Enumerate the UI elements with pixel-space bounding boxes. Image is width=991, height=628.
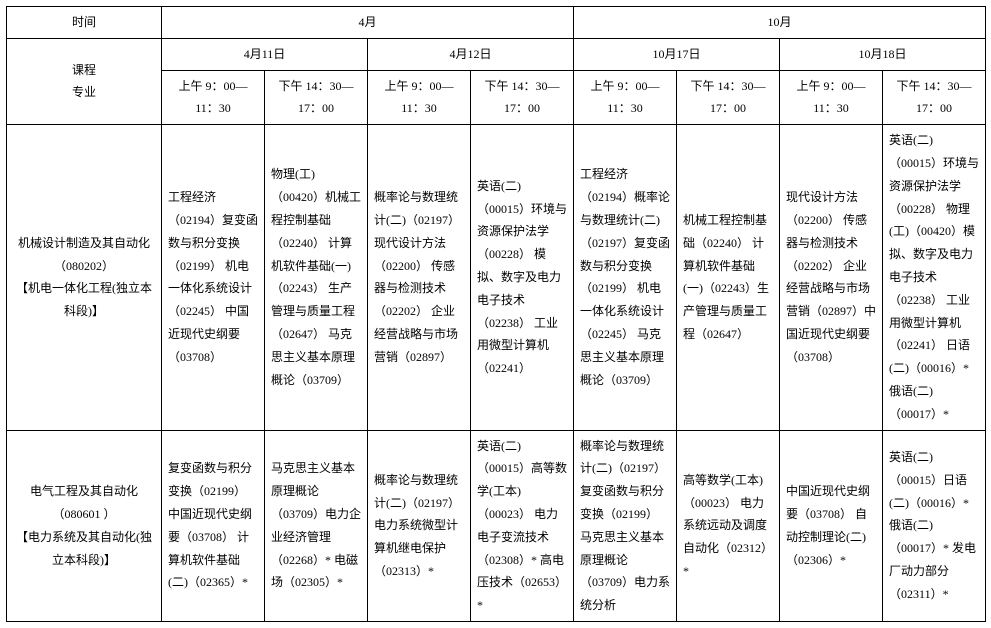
header-apr12: 4月12日 [368, 38, 574, 70]
header-oct17-am: 上午 9：00—11：30 [574, 70, 677, 125]
cell: 英语(二)（00015）日语(二)（00016）* 俄语(二)（00017）* … [883, 430, 986, 621]
row-label: 机械设计制造及其自动化（080202） 【机电一体化工程(独立本科段)】 [7, 125, 162, 430]
cell: 中国近现代史纲要（03708） 自动控制理论(二)（02306）* [780, 430, 883, 621]
header-apr11-pm: 下午 14：30—17：00 [265, 70, 368, 125]
header-course-major: 课程 专业 [7, 38, 162, 124]
header-oct17: 10月17日 [574, 38, 780, 70]
cell: 马克思主义基本原理概论（03709）电力企业经济管理（02268）* 电磁场（0… [265, 430, 368, 621]
header-oct18-am: 上午 9：00—11：30 [780, 70, 883, 125]
cell: 工程经济（02194）复变函数与积分变换（02199） 机电一体化系统设计（02… [162, 125, 265, 430]
row-label: 电气工程及其自动化（080601 ） 【电力系统及其自动化(独立本科段)】 [7, 430, 162, 621]
cell: 概率论与数理统计(二)（02197） 现代设计方法（02200） 传感器与检测技… [368, 125, 471, 430]
header-month-april: 4月 [162, 7, 574, 39]
cell: 英语(二)（00015）环境与资源保护法学（00228） 模拟、数字及电力电子技… [471, 125, 574, 430]
cell: 复变函数与积分变换（02199） 中国近现代史纲要（03708） 计算机软件基础… [162, 430, 265, 621]
cell: 物理(工)（00420）机械工程控制基础（02240） 计算机软件基础(一)（0… [265, 125, 368, 430]
header-apr11: 4月11日 [162, 38, 368, 70]
cell: 英语(二)（00015）高等数学(工本)（00023） 电力电子变流技术（023… [471, 430, 574, 621]
header-apr12-pm: 下午 14：30—17：00 [471, 70, 574, 125]
header-apr11-am: 上午 9：00—11：30 [162, 70, 265, 125]
cell: 概率论与数理统计(二)（02197） 电力系统微型计算机继电保护（02313）* [368, 430, 471, 621]
header-oct18-pm: 下午 14：30—17：00 [883, 70, 986, 125]
cell: 概率论与数理统计(二)（02197） 复变函数与积分变换（02199） 马克思主… [574, 430, 677, 621]
header-month-october: 10月 [574, 7, 986, 39]
cell: 机械工程控制基础（02240） 计算机软件基础(一)（02243）生产管理与质量… [677, 125, 780, 430]
header-oct17-pm: 下午 14：30—17：00 [677, 70, 780, 125]
header-apr12-am: 上午 9：00—11：30 [368, 70, 471, 125]
table-row: 电气工程及其自动化（080601 ） 【电力系统及其自动化(独立本科段)】 复变… [7, 430, 986, 621]
header-time-label: 时间 [7, 7, 162, 39]
cell: 高等数学(工本)（00023） 电力系统远动及调度自动化（02312）* [677, 430, 780, 621]
exam-schedule-table: 时间 4月 10月 课程 专业 4月11日 4月12日 10月17日 10月18… [6, 6, 986, 622]
cell: 现代设计方法（02200） 传感器与检测技术（02202） 企业经营战略与市场营… [780, 125, 883, 430]
cell: 工程经济（02194）概率论与数理统计(二)（02197）复变函数与积分变换（0… [574, 125, 677, 430]
table-row: 机械设计制造及其自动化（080202） 【机电一体化工程(独立本科段)】 工程经… [7, 125, 986, 430]
header-oct18: 10月18日 [780, 38, 986, 70]
cell: 英语(二)（00015）环境与资源保护法学（00228） 物理(工)（00420… [883, 125, 986, 430]
